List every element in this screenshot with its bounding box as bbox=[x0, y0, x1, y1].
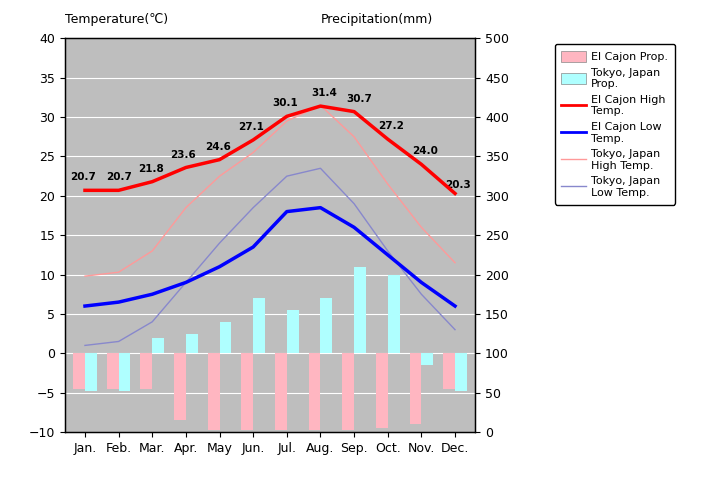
Text: Precipitation(mm): Precipitation(mm) bbox=[320, 13, 433, 26]
Text: 30.7: 30.7 bbox=[346, 94, 372, 104]
Bar bbox=[354, 267, 366, 353]
Text: 31.4: 31.4 bbox=[311, 88, 337, 98]
Bar bbox=[309, 353, 320, 431]
Bar bbox=[287, 310, 299, 353]
Text: 20.7: 20.7 bbox=[71, 172, 96, 182]
Text: 21.8: 21.8 bbox=[138, 164, 163, 174]
Bar bbox=[85, 353, 96, 391]
Bar bbox=[455, 353, 467, 391]
Bar bbox=[376, 353, 388, 428]
Text: 20.3: 20.3 bbox=[446, 180, 472, 190]
Bar bbox=[208, 353, 220, 431]
Bar bbox=[421, 353, 433, 365]
Text: 24.0: 24.0 bbox=[412, 146, 438, 156]
Bar bbox=[320, 298, 332, 353]
Bar bbox=[119, 353, 130, 391]
Bar bbox=[220, 322, 231, 353]
Bar bbox=[186, 334, 198, 353]
Bar bbox=[444, 353, 455, 389]
Bar bbox=[152, 337, 164, 353]
Bar bbox=[253, 298, 265, 353]
Text: 30.1: 30.1 bbox=[272, 98, 298, 108]
Text: 23.6: 23.6 bbox=[170, 150, 195, 160]
Text: 20.7: 20.7 bbox=[106, 172, 132, 182]
Bar bbox=[107, 353, 119, 389]
Bar bbox=[73, 353, 85, 389]
Bar bbox=[140, 353, 152, 389]
Bar bbox=[388, 275, 400, 353]
Bar bbox=[174, 353, 186, 420]
Bar bbox=[410, 353, 421, 424]
Legend: El Cajon Prop., Tokyo, Japan
Prop., El Cajon High
Temp., El Cajon Low
Temp., Tok: El Cajon Prop., Tokyo, Japan Prop., El C… bbox=[554, 44, 675, 204]
Text: 24.6: 24.6 bbox=[205, 142, 231, 152]
Text: Temperature(℃): Temperature(℃) bbox=[65, 13, 168, 26]
Bar bbox=[275, 353, 287, 431]
Text: 27.2: 27.2 bbox=[378, 121, 404, 132]
Bar bbox=[342, 353, 354, 431]
Bar bbox=[241, 353, 253, 431]
Text: 27.1: 27.1 bbox=[238, 122, 264, 132]
